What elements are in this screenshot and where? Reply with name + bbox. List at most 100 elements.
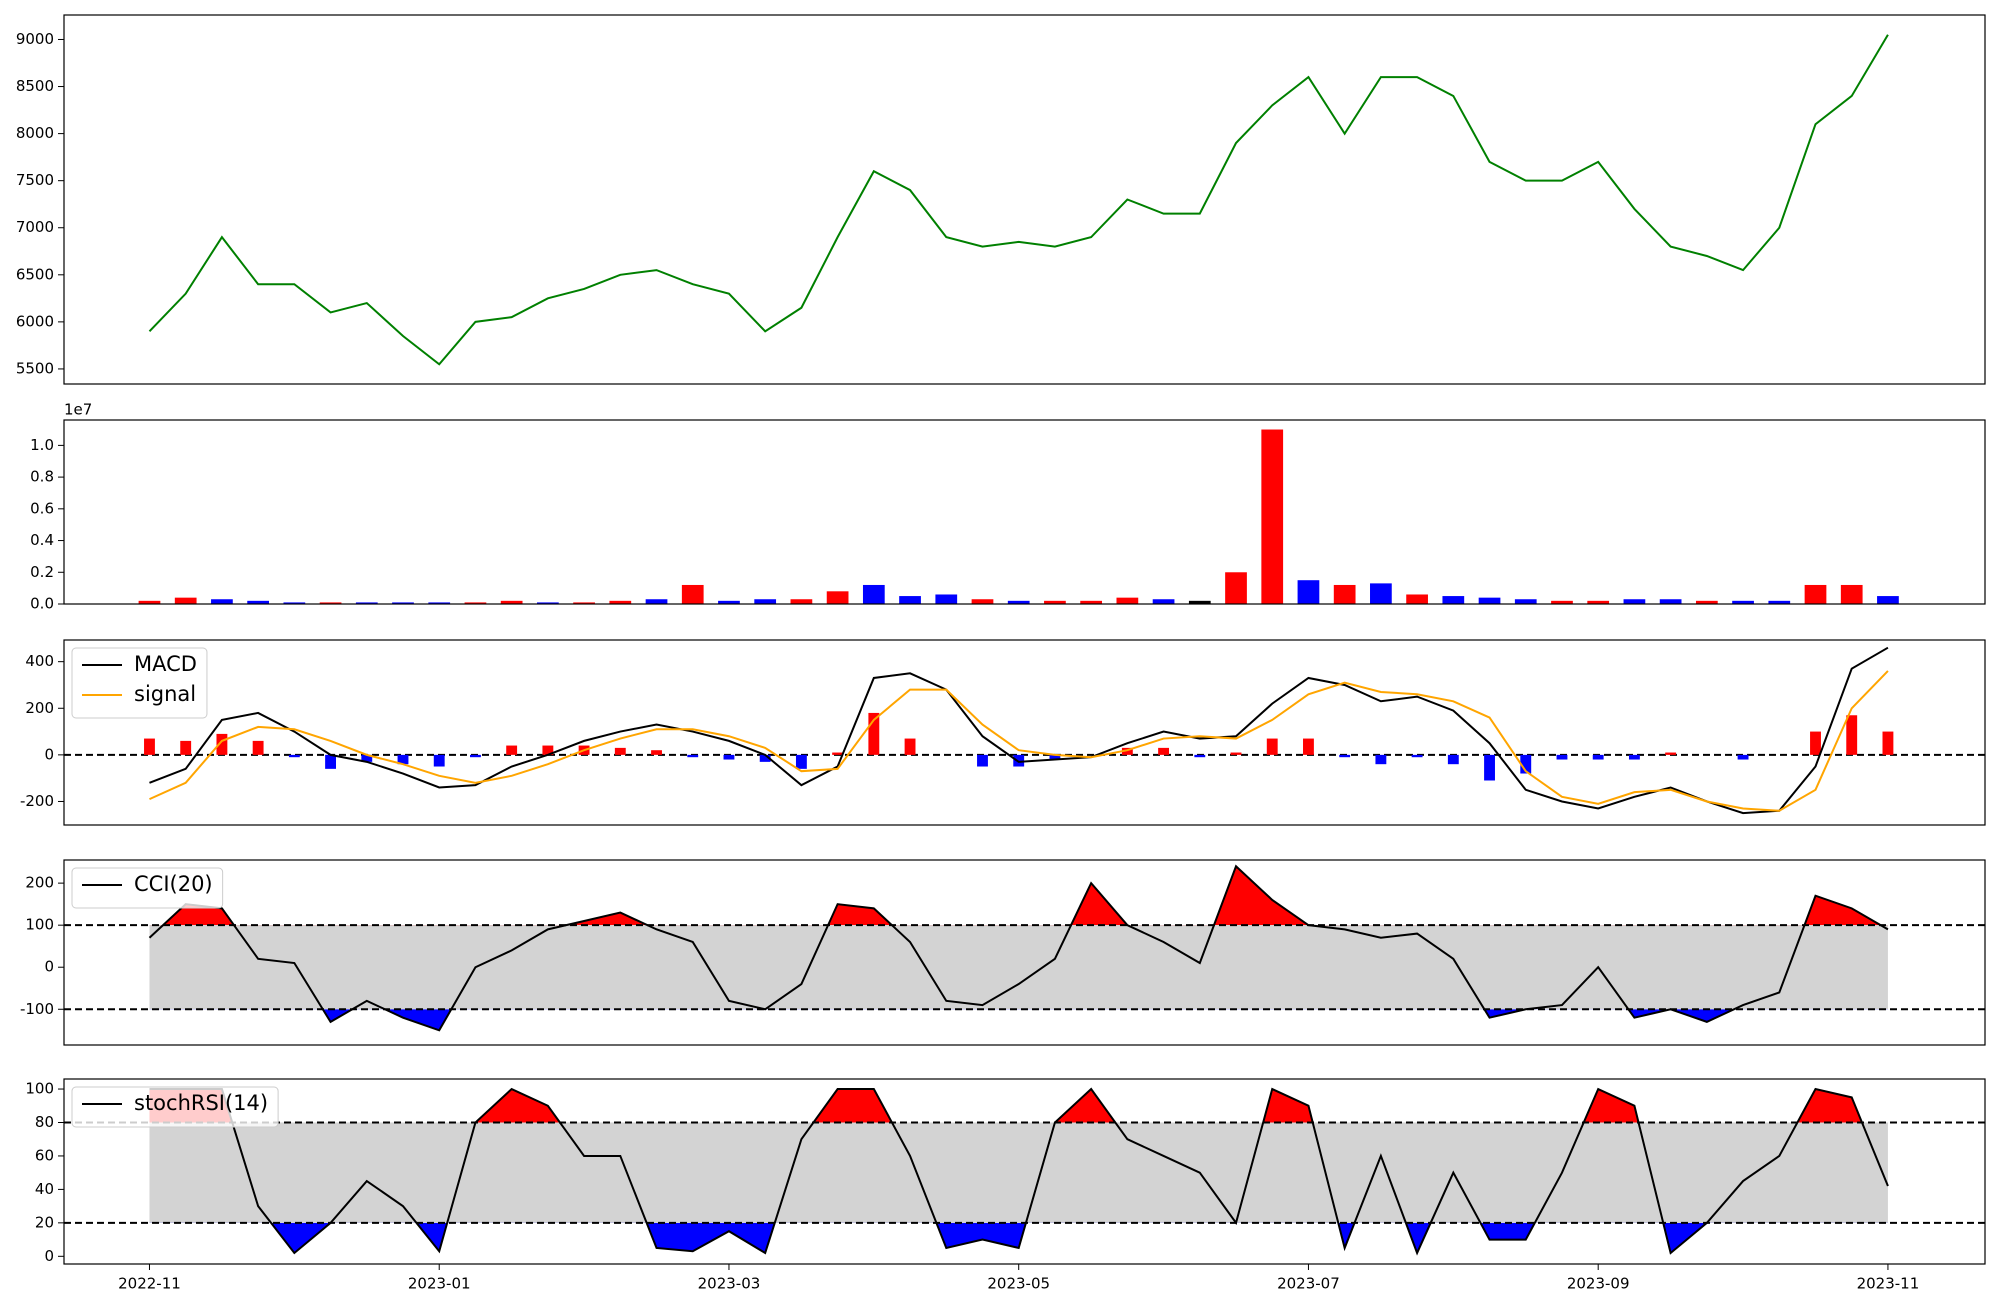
y-tick-label: 20: [35, 1213, 54, 1231]
volume-bar: [971, 599, 994, 604]
panel: 0.0 0.2 0.4 0.6 0.8 1.0 1e7: [30, 401, 1986, 613]
histogram-bar: [361, 754, 373, 762]
volume-bar: [1370, 583, 1392, 604]
histogram-bar: [1411, 754, 1423, 758]
line: [148, 34, 1889, 366]
y-tick-label: 60: [35, 1146, 54, 1164]
x-tick-label: 2023-07: [1277, 1275, 1340, 1293]
y-tick-label: 0: [44, 958, 54, 976]
volume-bar: [1116, 597, 1139, 604]
axes-frame: [63, 14, 1986, 385]
volume-bar: [428, 602, 451, 604]
histogram-bar: [614, 747, 626, 755]
histogram-bar: [1484, 754, 1495, 781]
x-tick-label: 2023-03: [698, 1275, 761, 1293]
histogram-bar: [470, 754, 481, 758]
threshold-band: [149, 925, 1888, 1010]
volume-bar: [392, 602, 414, 604]
x-tick-label: 2023-01: [408, 1275, 471, 1293]
histogram-bar: [1049, 754, 1061, 760]
y-tick-label: 400: [25, 652, 54, 670]
y-tick-label: 200: [25, 699, 54, 717]
line: [149, 646, 1889, 815]
axes-frame: [63, 1078, 1986, 1265]
x-tick-label: 2023-05: [987, 1275, 1050, 1293]
volume-bar: [247, 600, 269, 604]
y-tick-label: 100: [25, 916, 54, 934]
histogram-bar: [651, 750, 662, 755]
volume-bar: [464, 602, 487, 604]
volume-bar: [1225, 572, 1247, 604]
volume-bar: [537, 602, 559, 604]
panel: -100 0 100 200 CCI(20): [20, 859, 1986, 1046]
plot-area: [64, 864, 1985, 1032]
histogram-bar: [759, 754, 771, 762]
y-tick-label: 0: [44, 745, 54, 763]
histogram-bar: [723, 754, 735, 760]
histogram-bar: [506, 745, 518, 755]
y-tick-label: 80: [35, 1113, 54, 1131]
histogram-bar: [832, 752, 844, 755]
histogram-bar: [397, 754, 409, 765]
histogram-bar: [1375, 754, 1387, 765]
panel: 5500 6000 6500 7000 7500 8000 8500 9000: [16, 14, 1986, 385]
volume-bar: [1695, 600, 1718, 604]
histogram-bar: [1737, 754, 1749, 760]
histogram-bar: [1266, 738, 1278, 755]
y-tick-label: 8000: [16, 124, 54, 142]
volume-bar: [1659, 599, 1682, 604]
volume-bar: [500, 600, 523, 604]
legend-label: MACD: [134, 652, 197, 676]
legend-label: stochRSI(14): [134, 1091, 268, 1115]
legend-label: signal: [134, 682, 196, 706]
histogram-bar: [1846, 715, 1858, 755]
histogram-bar: [1303, 738, 1314, 755]
volume-bar: [1514, 599, 1537, 604]
fill-below: [271, 1222, 1707, 1253]
histogram-bar: [1810, 731, 1821, 755]
histogram-bar: [216, 733, 228, 755]
axes-frame: [63, 859, 1986, 1046]
volume-bar: [319, 602, 342, 604]
histogram-bar: [180, 740, 192, 755]
histogram-bar: [1592, 754, 1604, 760]
volume-bar: [1152, 599, 1175, 604]
panel: -200 0 200 400 MACD signal: [20, 639, 1986, 826]
y-tick-label: 6500: [16, 265, 54, 283]
histogram-bar: [1447, 754, 1459, 765]
histogram-bar: [1556, 754, 1568, 760]
histogram-bar: [252, 740, 264, 755]
axes-frame: [63, 639, 1986, 826]
y-tick-label: 0.8: [30, 468, 54, 486]
threshold-band: [149, 1122, 1888, 1223]
volume-bar: [355, 602, 378, 604]
histogram-bar: [977, 754, 988, 767]
volume-bar: [1877, 596, 1899, 604]
histogram-bar: [288, 754, 300, 758]
y-tick-label: 0.2: [30, 563, 54, 581]
plot-area: [64, 646, 1985, 815]
volume-bar: [1478, 597, 1501, 604]
panel: 0 20 40 60 80 100 stochRSI(14) 2022-11 2023-01 20…: [25, 1078, 1986, 1293]
x-tick-label: 2023-11: [1857, 1275, 1920, 1293]
volume-bar: [826, 591, 849, 604]
legend-label: CCI(20): [134, 872, 213, 896]
y-tick-label: 0: [44, 1247, 54, 1265]
volume-bar: [573, 602, 595, 604]
x-tick-label: 2022-11: [118, 1275, 181, 1293]
axes-frame: [63, 419, 1986, 605]
line: [149, 670, 1889, 812]
volume-bar: [1623, 599, 1646, 604]
y-tick-label: 7000: [16, 218, 54, 236]
fill-above: [149, 1089, 1888, 1123]
volume-bar: [899, 596, 921, 604]
volume-bar: [1333, 584, 1356, 604]
histogram-bar: [687, 754, 699, 758]
volume-bar: [1732, 600, 1754, 604]
histogram-bar: [144, 738, 155, 755]
volume-bar: [1551, 600, 1573, 604]
y-tick-label: 1.0: [30, 436, 54, 454]
